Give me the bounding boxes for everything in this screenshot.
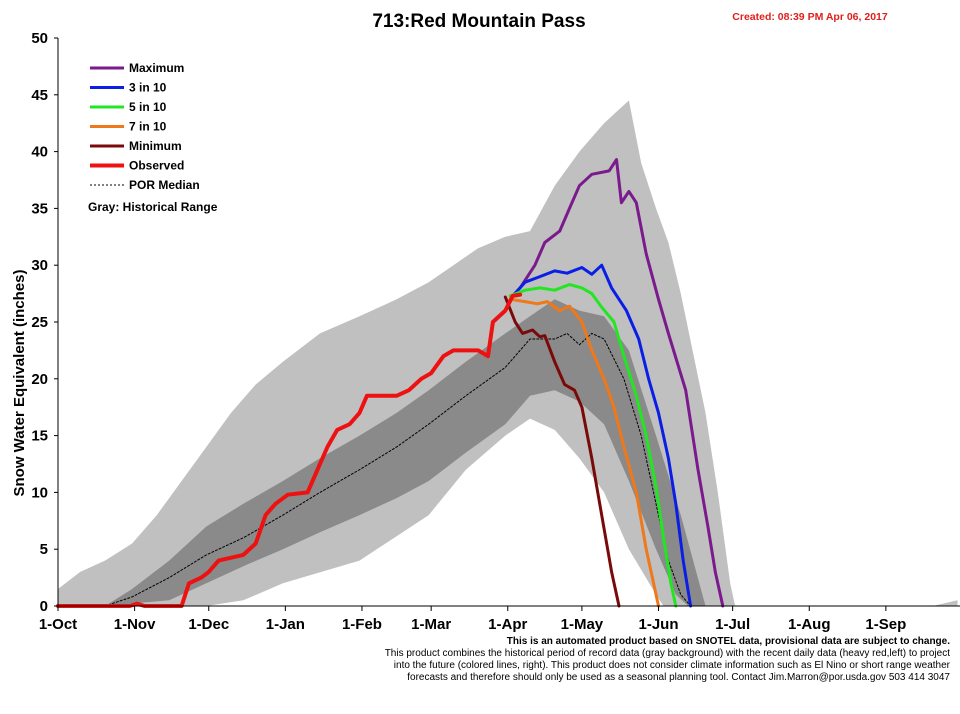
legend-label: 7 in 10: [129, 120, 167, 134]
x-tick-label: 1-Nov: [114, 616, 156, 633]
series-5-in-10: [508, 283, 678, 608]
axes: 0 5 10 15 20 25 30 35 40 45 50 1-Oct 1-Nov 1-Dec 1-Ja…: [31, 30, 960, 633]
y-tick-label: 45: [31, 87, 48, 104]
legend: Maximum 3 in 10 5 in 10 7 in 10 Minimum Obser…: [62, 56, 248, 218]
x-tick-label: 1-Jan: [266, 616, 305, 633]
y-tick-label: 40: [31, 144, 48, 161]
plot-area: [56, 38, 960, 608]
legend-label: Minimum: [129, 139, 182, 153]
disclaimer-line-2: into the future (colored lines, right). …: [393, 660, 950, 671]
series-observed: [56, 292, 523, 608]
legend-label: 3 in 10: [129, 81, 167, 95]
x-tick-label: 1-Aug: [788, 616, 831, 633]
x-tick-label: 1-May: [561, 616, 604, 633]
y-ticks: 0 5 10 15 20 25 30 35 40 45 50: [31, 30, 58, 615]
legend-label: Observed: [129, 159, 184, 173]
y-tick-label: 30: [31, 257, 48, 274]
disclaimer-lead: This is an automated product based on SN…: [506, 636, 950, 647]
range-band-inner: [105, 299, 706, 606]
series-3-in-10: [511, 263, 693, 608]
y-tick-label: 25: [31, 314, 48, 331]
x-tick-label: 1-Mar: [411, 616, 451, 633]
series-maximum: [518, 158, 725, 608]
y-tick-label: 5: [40, 541, 48, 558]
y-tick-label: 20: [31, 371, 48, 388]
disclaimer-line-1: This product combines the historical per…: [384, 648, 950, 659]
created-timestamp: Created: 08:39 PM Apr 06, 2017: [732, 11, 888, 23]
legend-range-note: Gray: Historical Range: [88, 200, 218, 214]
x-tick-label: 1-Jul: [715, 616, 750, 633]
legend-label: Maximum: [129, 61, 184, 75]
x-tick-label: 1-Sep: [865, 616, 906, 633]
x-ticks: 1-Oct 1-Nov 1-Dec 1-Jan 1-Feb 1-Mar 1-Apr 1-May…: [39, 606, 906, 633]
disclaimer-line-3: forecasts and therefore should only be u…: [407, 672, 950, 683]
x-tick-label: 1-Dec: [188, 616, 229, 633]
series-por-median: [104, 332, 692, 607]
x-tick-label: 1-Apr: [488, 616, 527, 633]
historical-range: [58, 100, 958, 606]
y-tick-label: 0: [40, 598, 48, 615]
legend-label: POR Median: [129, 178, 200, 192]
legend-label: 5 in 10: [129, 100, 167, 114]
x-tick-label: 1-Feb: [342, 616, 382, 633]
y-tick-label: 15: [31, 428, 48, 445]
legend-box: [62, 56, 248, 218]
y-tick-label: 50: [31, 30, 48, 47]
x-tick-label: 1-Oct: [39, 616, 77, 633]
series-7-in-10: [508, 297, 660, 608]
y-tick-label: 10: [31, 484, 48, 501]
disclaimer-footnote: This is an automated product based on SN…: [240, 636, 950, 684]
legend-entries: Maximum 3 in 10 5 in 10 7 in 10 Minimum Obser…: [90, 61, 200, 192]
chart-title: 713:Red Mountain Pass: [372, 11, 585, 32]
series-minimum: [503, 295, 621, 608]
x-tick-label: 1-Jun: [639, 616, 679, 633]
y-tick-label: 35: [31, 200, 48, 217]
y-axis-label: Snow Water Equivalent (inches): [11, 270, 28, 497]
